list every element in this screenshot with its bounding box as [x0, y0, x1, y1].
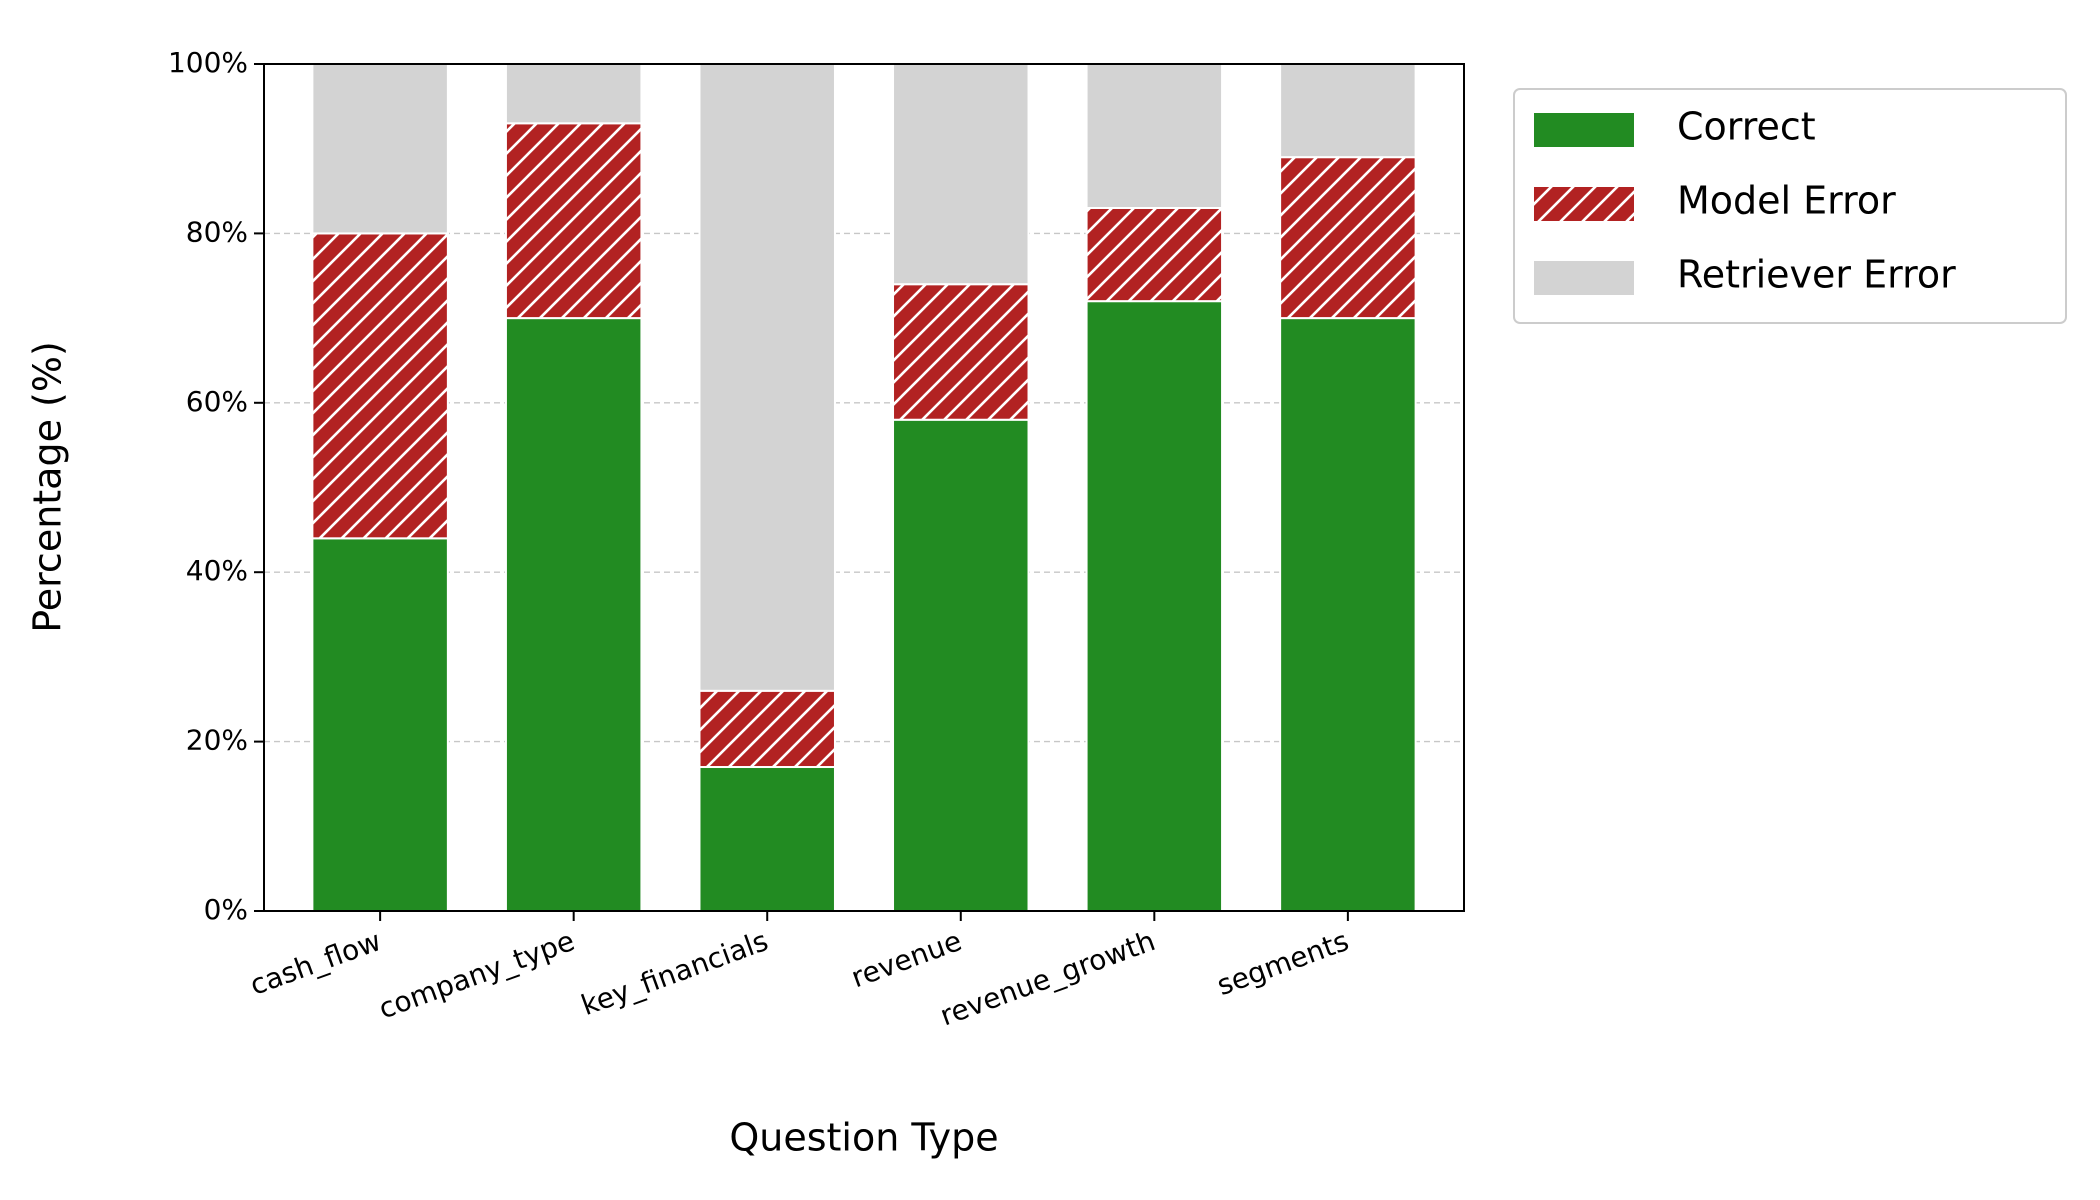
- y-tick-label: 80%: [186, 215, 248, 248]
- bar-hatch: [893, 284, 1029, 420]
- legend-label: Correct: [1677, 105, 1816, 149]
- legend-swatch-hatch: [1534, 187, 1634, 221]
- y-tick-label: 40%: [186, 554, 248, 587]
- bar-segment: [892, 418, 1030, 912]
- bar-hatch: [1280, 157, 1416, 319]
- x-tick-label: segments: [1213, 924, 1353, 1002]
- bar-segment: [892, 63, 1030, 286]
- bar-segment: [504, 63, 643, 125]
- x-tick-label: company_type: [374, 924, 578, 1025]
- bar-segment: [1279, 317, 1417, 913]
- legend-label: Retriever Error: [1677, 253, 1956, 297]
- bar-hatch: [312, 233, 448, 539]
- y-tick-label: 0%: [204, 893, 248, 926]
- bar-segment: [698, 766, 836, 913]
- y-tick-label: 60%: [186, 385, 248, 418]
- y-tick-label: 100%: [168, 46, 248, 79]
- legend-label: Model Error: [1677, 179, 1896, 223]
- bar-segment: [1085, 300, 1224, 913]
- bar-segment: [311, 63, 449, 235]
- bar-hatch: [505, 123, 642, 319]
- bar-hatch: [1086, 207, 1223, 302]
- bar-hatch: [699, 690, 835, 768]
- x-tick-label: cash_flow: [246, 924, 386, 1002]
- legend-box: [1513, 88, 2067, 324]
- x-axis-label: Question Type: [729, 1116, 998, 1160]
- legend-swatch: [1534, 261, 1634, 295]
- bar-segment: [504, 317, 643, 913]
- plot-frame: [263, 63, 1465, 912]
- x-tick-label: key_financials: [577, 924, 772, 1022]
- bar-segment: [698, 63, 836, 692]
- x-tick-label: revenue: [847, 924, 966, 994]
- x-tick-label: revenue_growth: [936, 924, 1160, 1032]
- bar-segment: [1085, 63, 1224, 209]
- bar-segment: [1279, 63, 1417, 159]
- y-axis-label: Percentage (%): [26, 341, 70, 633]
- y-tick-label: 20%: [186, 724, 248, 757]
- legend-swatch: [1534, 113, 1634, 147]
- bar-segment: [311, 537, 449, 912]
